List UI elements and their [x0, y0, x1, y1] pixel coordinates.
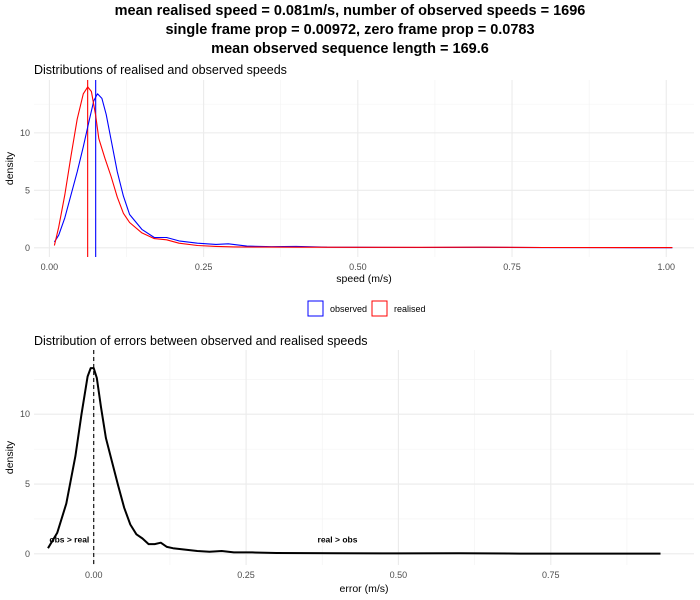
panel-1-x-tick-label: 0.50 [349, 262, 367, 272]
panel-2-x-tick-label: 0.00 [85, 570, 103, 580]
legend-label-observed: observed [330, 304, 367, 314]
panel-2-x-tick-label: 0.75 [542, 570, 560, 580]
panel-1-x-tick-label: 0.75 [503, 262, 521, 272]
panel-2-annotation: obs > real [49, 535, 89, 545]
panel-2-series-line-error [47, 367, 661, 555]
panel-2-x-tick-label: 0.50 [390, 570, 408, 580]
panel-1-y-axis-label: density [4, 151, 16, 185]
panel-1-x-axis-label: speed (m/s) [336, 273, 391, 285]
panel-1-y-tick-label: 10 [20, 128, 30, 138]
panel-1-y-tick-label: 5 [25, 185, 30, 195]
panel-2-y-tick-label: 10 [20, 409, 30, 419]
panel-2-x-axis-label: error (m/s) [340, 583, 389, 595]
panel-1-x-tick-label: 0.25 [195, 262, 213, 272]
legend-label-realised: realised [394, 304, 426, 314]
panel-1-x-tick-label: 1.00 [657, 262, 675, 272]
panel-1-title: Distributions of realised and observed s… [34, 63, 287, 77]
figure-title-line-2: single frame prop = 0.00972, zero frame … [165, 22, 535, 38]
panel-2-annotation: real > obs [318, 535, 358, 545]
figure-title-line-3: mean observed sequence length = 169.6 [211, 41, 489, 57]
panel-2-title: Distribution of errors between observed … [34, 334, 368, 348]
panel-2-x-tick-label: 0.25 [237, 570, 255, 580]
panel-2-y-axis-label: density [4, 440, 16, 474]
panel-1-series-line-realised [53, 86, 673, 249]
legend-key-observed [307, 300, 324, 317]
panel-2-y-tick-label: 0 [25, 549, 30, 559]
panel-1-series-line-observed [53, 93, 673, 249]
panel-1-y-tick-label: 0 [25, 243, 30, 253]
legend-key-realised [371, 300, 388, 317]
figure-title-line-1: mean realised speed = 0.081m/s, number o… [114, 3, 586, 19]
panel-2-y-tick-label: 5 [25, 479, 30, 489]
panel-1-x-tick-label: 0.00 [41, 262, 59, 272]
